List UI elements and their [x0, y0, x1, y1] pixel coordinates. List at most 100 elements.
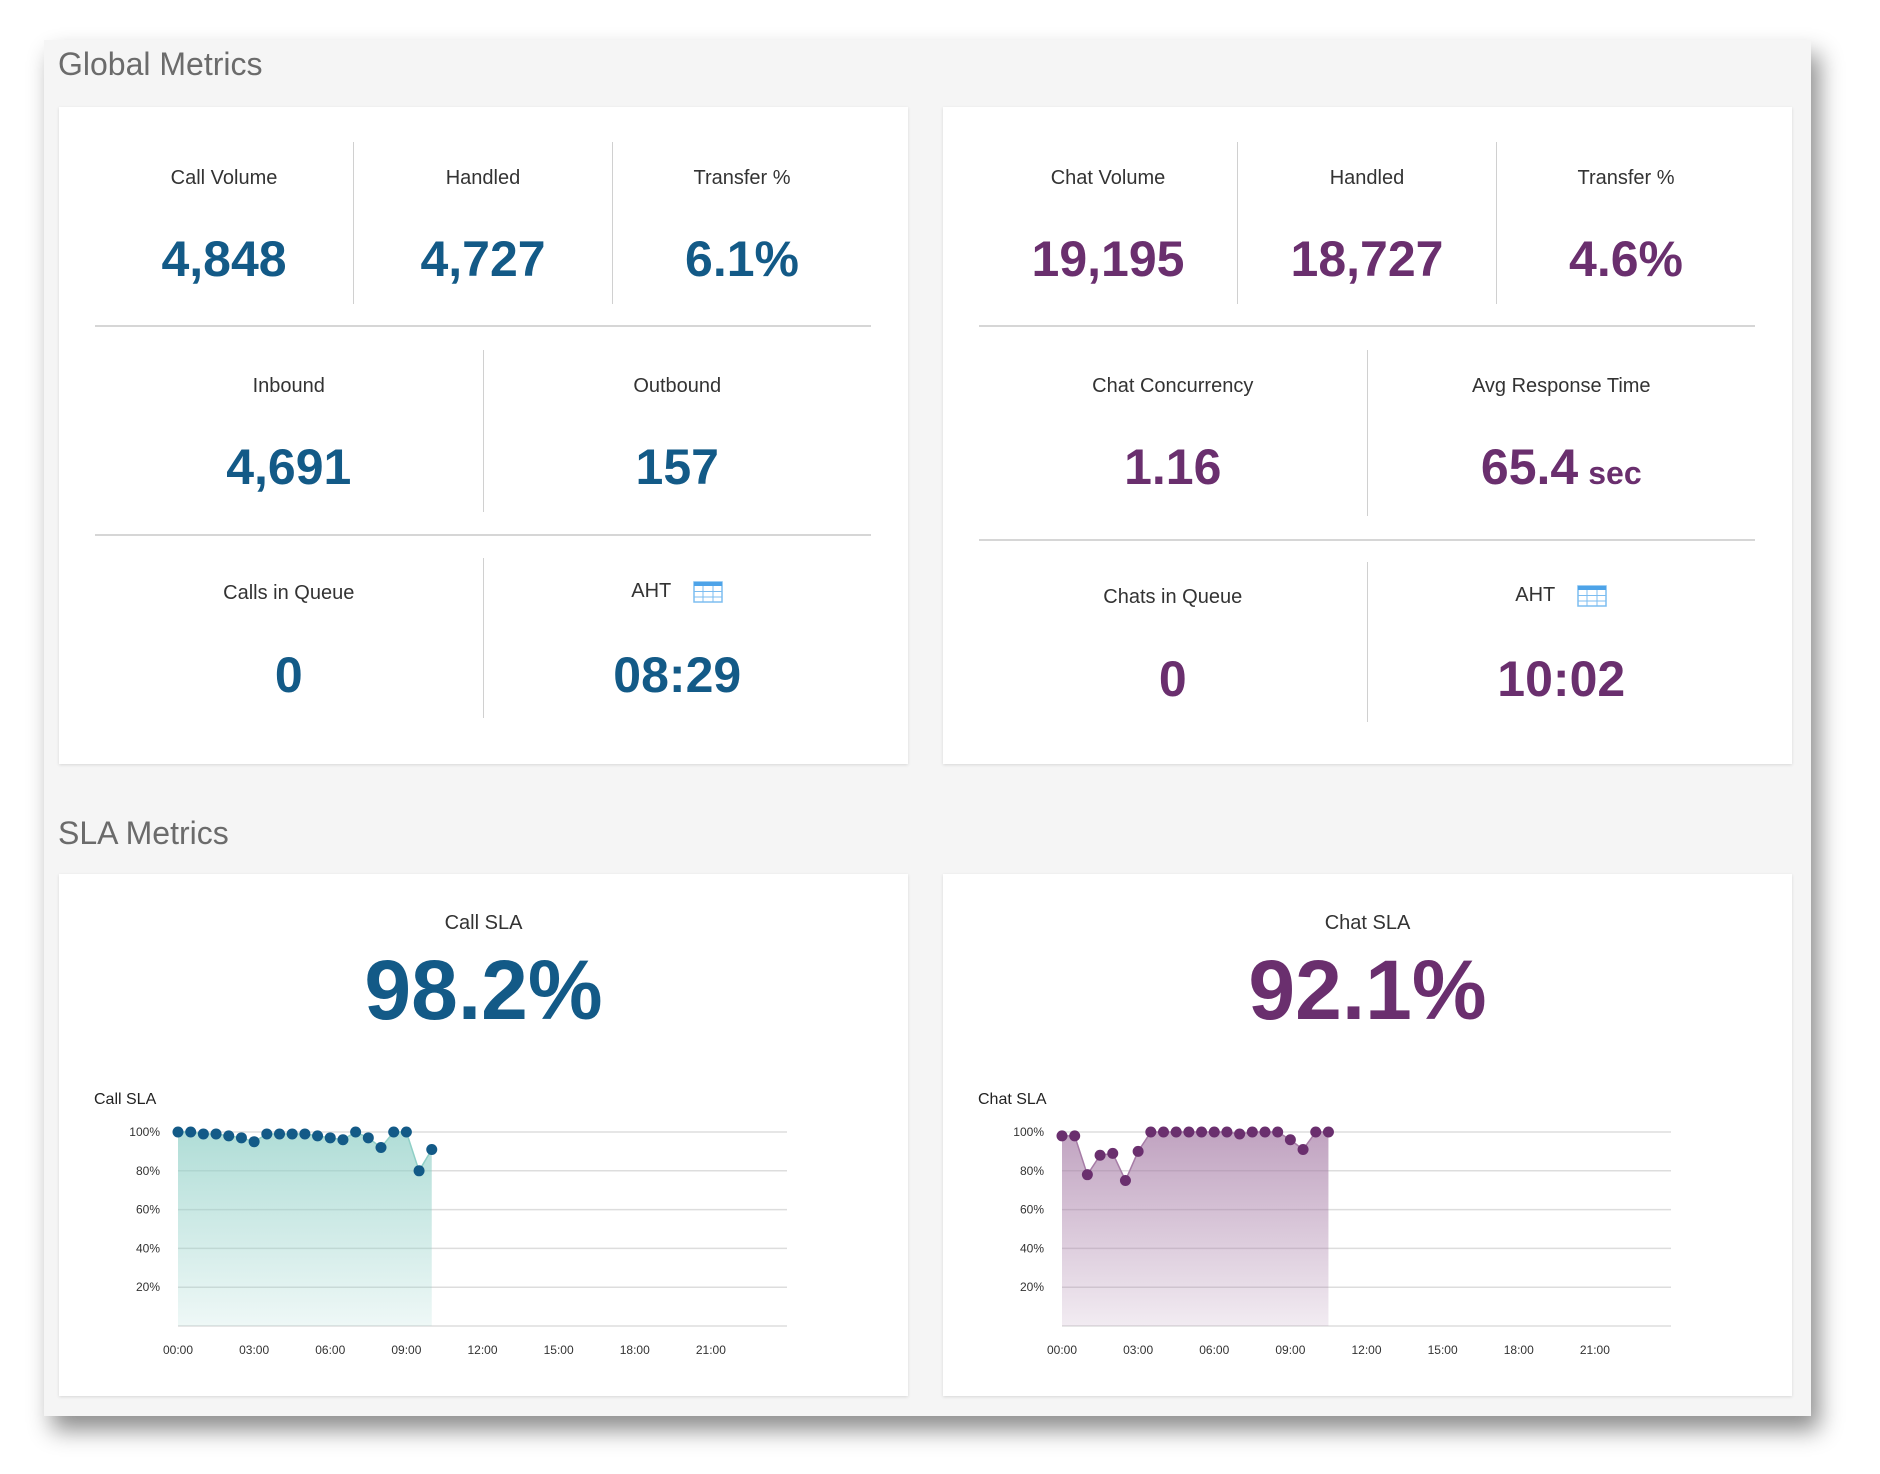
chart-title: Chat SLA — [978, 1091, 1047, 1108]
call-sla-value: 98.2% — [364, 943, 603, 1037]
x-tick-label: 03:00 — [239, 1343, 269, 1357]
data-point — [337, 1134, 349, 1146]
data-point — [426, 1143, 438, 1155]
data-point — [299, 1128, 311, 1140]
chat-aht-metric: AHT 10:02 — [1366, 562, 1756, 722]
data-point — [1272, 1126, 1284, 1138]
x-tick-label: 15:00 — [1428, 1343, 1458, 1357]
data-point — [1132, 1145, 1144, 1157]
data-point — [274, 1128, 285, 1140]
metric-label: AHT — [1515, 584, 1556, 606]
table-icon[interactable] — [693, 580, 723, 603]
data-point — [1183, 1126, 1195, 1138]
chat-transfer-metric: Transfer % 4.6% — [1496, 142, 1755, 304]
aht-label-wrap: AHT — [1368, 584, 1756, 607]
metric-unit: sec — [1588, 455, 1642, 491]
call-metrics-card: Call Volume 4,848 Handled 4,727 Transfer %… — [59, 107, 908, 764]
sla-line — [1062, 1131, 1329, 1183]
data-point — [1196, 1126, 1208, 1138]
chat-sla-card: Chat SLA 92.1% Chat SLA 100% 80% 60% 40% 20% 0… — [943, 874, 1792, 1396]
data-point — [1056, 1130, 1068, 1142]
metric-value: 10:02 — [1497, 651, 1626, 707]
chat-sla-chart: Chat SLA 100% 80% 60% 40% 20% 00:00 03:00 06:00 0… — [978, 1091, 1671, 1357]
table-icon[interactable] — [1577, 584, 1607, 607]
y-tick-label: 40% — [136, 1241, 160, 1255]
divider — [95, 534, 871, 536]
metric-label: AHT — [631, 580, 672, 602]
metric-value: 0 — [274, 647, 303, 703]
data-point — [248, 1136, 260, 1148]
data-point — [1081, 1169, 1093, 1181]
chat-volume-metric: Chat Volume 19,195 — [979, 142, 1237, 304]
chat-sla-value: 92.1% — [1248, 943, 1487, 1037]
data-point — [261, 1128, 273, 1140]
data-point — [1310, 1126, 1322, 1138]
chat-sla-label: Chat SLA — [1324, 912, 1411, 934]
metric-value: 08:29 — [613, 647, 742, 703]
sla-area — [178, 1132, 432, 1326]
x-tick-label: 21:00 — [1580, 1343, 1610, 1357]
data-point — [362, 1132, 374, 1144]
data-point — [235, 1132, 247, 1144]
metric-value: 1.16 — [1124, 439, 1222, 495]
x-tick-label: 03:00 — [1123, 1343, 1153, 1357]
sla-metrics-title: SLA Metrics — [58, 815, 229, 851]
chat-row-3: Chats in Queue 0 AHT 10:02 — [979, 562, 1755, 722]
metric-value: 0 — [1158, 651, 1187, 707]
data-point — [324, 1132, 336, 1144]
metric-value: 65.4 — [1480, 439, 1579, 495]
metric-label: Chat Volume — [1050, 167, 1166, 189]
data-point — [197, 1128, 209, 1140]
global-metrics-title: Global Metrics — [58, 46, 263, 82]
y-tick-label: 60% — [136, 1203, 160, 1217]
data-point — [1234, 1128, 1246, 1140]
metric-value: 6.1% — [685, 231, 799, 287]
chat-concurrency-metric: Chat Concurrency 1.16 — [979, 350, 1367, 516]
data-point — [1119, 1175, 1131, 1186]
divider — [979, 539, 1755, 541]
data-point — [185, 1126, 197, 1138]
y-tick-label: 20% — [1020, 1280, 1044, 1294]
data-point — [388, 1126, 400, 1138]
metric-value: 18,727 — [1290, 231, 1444, 287]
chart-title: Call SLA — [94, 1091, 157, 1108]
y-tick-label: 20% — [136, 1280, 160, 1294]
x-tick-label: 15:00 — [544, 1343, 574, 1357]
data-point — [1145, 1126, 1157, 1138]
metric-label: Calls in Queue — [223, 582, 355, 604]
aht-label-wrap: AHT — [484, 580, 872, 603]
data-point — [400, 1126, 412, 1138]
data-point — [1246, 1126, 1258, 1138]
y-tick-label: 80% — [1020, 1164, 1044, 1178]
data-point — [1322, 1126, 1334, 1138]
data-point — [1284, 1134, 1296, 1146]
data-point — [1094, 1149, 1106, 1161]
data-point — [413, 1165, 425, 1177]
inbound-metric: Inbound 4,691 — [95, 350, 483, 512]
metric-value: 4.6% — [1569, 231, 1683, 287]
data-point — [1208, 1126, 1220, 1138]
data-point — [1221, 1126, 1233, 1138]
x-tick-label: 21:00 — [696, 1343, 726, 1357]
divider — [95, 325, 871, 327]
x-tick-label: 18:00 — [620, 1343, 650, 1357]
chat-row-1: Chat Volume 19,195 Handled 18,727 Transfer… — [979, 142, 1755, 304]
data-point — [1170, 1126, 1182, 1138]
data-point — [1107, 1147, 1119, 1159]
metric-label: Chat Concurrency — [1092, 375, 1254, 397]
data-point — [286, 1128, 298, 1140]
calls-in-queue-metric: Calls in Queue 0 — [95, 558, 483, 718]
y-tick-label: 100% — [129, 1125, 160, 1139]
call-row-1: Call Volume 4,848 Handled 4,727 Transfer %… — [95, 142, 871, 304]
metric-label: Inbound — [252, 375, 325, 397]
chat-metrics-card: Chat Volume 19,195 Handled 18,727 Transfer… — [943, 107, 1792, 764]
x-tick-label: 09:00 — [1275, 1343, 1305, 1357]
x-tick-label: 00:00 — [1047, 1343, 1077, 1357]
x-tick-label: 12:00 — [1351, 1343, 1381, 1357]
x-tick-label: 12:00 — [467, 1343, 497, 1357]
y-tick-label: 40% — [1020, 1241, 1044, 1255]
x-tick-label: 18:00 — [1504, 1343, 1534, 1357]
metric-label: Handled — [1329, 167, 1405, 189]
data-point — [1297, 1143, 1309, 1155]
data-point — [312, 1130, 324, 1142]
